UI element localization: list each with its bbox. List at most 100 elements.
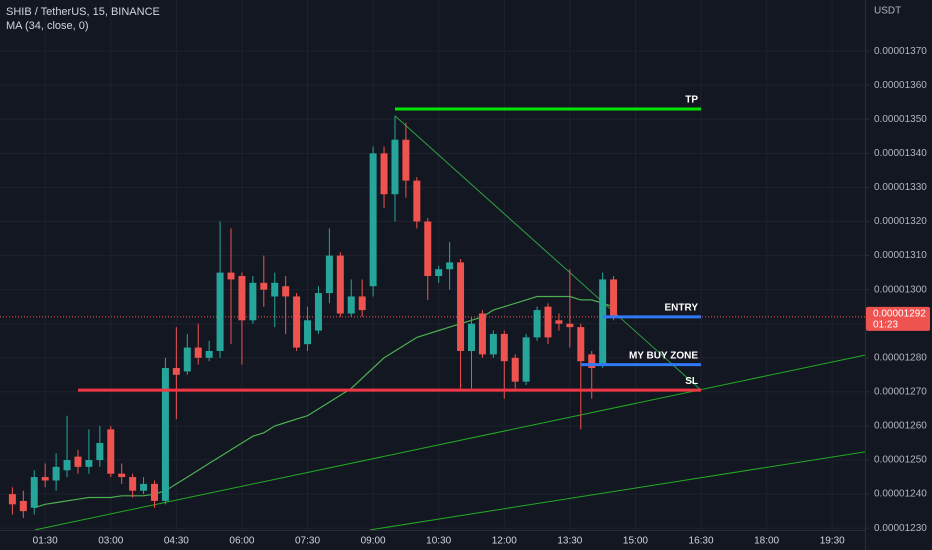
y-tick-label: 0.00001320 <box>874 216 927 227</box>
candle-body <box>118 473 126 478</box>
x-tick-label: 15:00 <box>623 536 648 547</box>
x-tick-label: 16:30 <box>689 536 714 547</box>
level-label: ENTRY <box>665 303 699 314</box>
candle-body <box>533 310 541 338</box>
y-tick-label: 0.00001310 <box>874 250 927 261</box>
y-tick-label: 0.00001350 <box>874 114 927 125</box>
y-tick-label: 0.00001340 <box>874 148 927 159</box>
candle-body <box>588 354 596 369</box>
candle-body <box>194 347 202 358</box>
candle-body <box>489 333 497 355</box>
candle-body <box>391 139 399 195</box>
y-tick-label: 0.00001370 <box>874 46 927 57</box>
candle-body <box>555 320 563 324</box>
level-label: SL <box>685 376 698 387</box>
y-tick-label: 0.00001240 <box>874 489 927 500</box>
candle-body <box>413 180 421 222</box>
candle-body <box>511 357 519 382</box>
candle-body <box>150 483 158 501</box>
candle-body <box>183 347 191 372</box>
candle-body <box>304 320 312 345</box>
candle-body <box>172 368 180 375</box>
candle-body <box>446 262 454 270</box>
candle-body <box>566 323 574 328</box>
candle-body <box>8 494 16 505</box>
x-tick-label: 09:00 <box>361 536 386 547</box>
candle-body <box>293 296 301 348</box>
x-tick-label: 04:30 <box>164 536 189 547</box>
candle-body <box>41 477 49 481</box>
candle-body <box>107 429 115 474</box>
last-price-label: 0.00001292 <box>873 309 926 320</box>
x-tick-label: 06:00 <box>229 536 254 547</box>
candle-body <box>314 293 322 331</box>
countdown-label: 01:23 <box>873 320 898 331</box>
candle-body <box>336 255 344 314</box>
candle-body <box>96 442 104 461</box>
candle-body <box>369 153 377 287</box>
candle-body <box>161 368 169 501</box>
x-tick-label: 10:30 <box>426 536 451 547</box>
candle-body <box>358 296 366 311</box>
x-tick-label: 12:00 <box>492 536 517 547</box>
candle-body <box>435 269 443 277</box>
y-tick-label: 0.00001300 <box>874 284 927 295</box>
candle-body <box>227 272 235 280</box>
candle-body <box>467 323 475 351</box>
candle-body <box>74 456 82 467</box>
x-tick-label: 13:30 <box>557 536 582 547</box>
symbol-title: SHIB / TetherUS, 15, BINANCE <box>6 6 160 18</box>
plot-area: TP ENTRY MY BUY ZONE SL <box>0 0 865 530</box>
candle-body <box>380 153 388 195</box>
candle-body <box>52 466 60 481</box>
y-tick-label: 0.00001230 <box>874 523 927 534</box>
level-label: TP <box>685 95 698 106</box>
candle-body <box>424 221 432 277</box>
x-tick-label: 18:00 <box>754 536 779 547</box>
trend-line <box>370 451 865 530</box>
y-tick-label: 0.00001360 <box>874 80 927 91</box>
y-tick-label: 0.00001330 <box>874 182 927 193</box>
currency-label: USDT <box>874 6 901 17</box>
level-label: MY BUY ZONE <box>629 350 698 361</box>
candle-body <box>457 262 465 351</box>
candle-body <box>140 483 148 491</box>
ma-line <box>34 295 614 509</box>
candle-body <box>30 477 38 508</box>
trend-line <box>394 115 702 391</box>
candle-body <box>610 279 618 317</box>
candle-body <box>402 139 410 181</box>
y-tick-label: 0.00001270 <box>874 387 927 398</box>
candle-body <box>216 272 224 351</box>
trend-line <box>34 354 865 530</box>
candle-body <box>577 327 585 362</box>
candle-body <box>260 282 268 290</box>
candle-body <box>19 500 27 512</box>
candle-body <box>544 306 552 338</box>
candle-body <box>347 296 355 314</box>
candle-body <box>63 460 71 471</box>
y-tick-label: 0.00001260 <box>874 421 927 432</box>
candle-body <box>478 313 486 355</box>
candle-body <box>599 279 607 365</box>
candle-body <box>522 337 530 382</box>
candle-body <box>271 282 279 297</box>
last-price-tag <box>866 306 930 331</box>
x-tick-label: 19:30 <box>820 536 845 547</box>
x-tick-label: 01:30 <box>33 536 58 547</box>
candle-body <box>249 282 257 321</box>
indicator-label: MA (34, close, 0) <box>6 20 89 32</box>
candle-body <box>500 333 508 362</box>
candle-body <box>282 286 290 297</box>
y-tick-label: 0.00001280 <box>874 352 927 363</box>
candle-body <box>325 255 333 294</box>
candle-body <box>205 350 213 358</box>
candle-body <box>129 477 137 491</box>
y-tick-label: 0.00001250 <box>874 455 927 466</box>
x-tick-label: 03:00 <box>98 536 123 547</box>
candle-body <box>85 460 93 467</box>
x-tick-label: 07:30 <box>295 536 320 547</box>
candle-body <box>238 276 246 321</box>
